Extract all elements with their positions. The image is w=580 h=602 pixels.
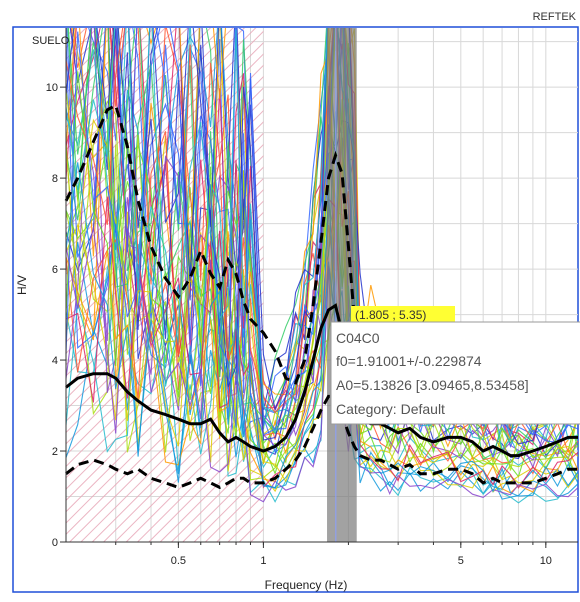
y-axis-label: H/V [15,275,29,295]
window-curve [65,28,578,446]
cursor-readout: (1.805 ; 5.35) [351,306,455,323]
tooltip-category: Category: Default [336,401,445,417]
tooltip-a0: A0=5.13826 [3.09465,8.53458] [336,377,529,393]
tooltip-f0: f0=1.91001+/-0.229874 [336,353,482,369]
tooltip-name: C04C0 [336,330,380,346]
y-tick-label: 6 [52,264,58,276]
y-tick-label: 4 [52,355,58,367]
curve-tooltip: C04C0 f0=1.91001+/-0.229874 A0=5.13826 [… [330,321,580,425]
x-axis-label: Frequency (Hz) [265,578,348,592]
x-tick-label: 10 [540,555,552,567]
window-curve [65,28,578,484]
f0-band [327,28,357,542]
mean-curve [65,303,578,458]
x-tick-label: 0.5 [171,555,186,567]
corner-label: REFTEK [533,11,577,23]
station-label: SUELO [32,35,70,47]
lower-std-curve [65,394,578,490]
x-tick-label: 5 [458,555,464,567]
y-tick-label: 8 [52,173,58,185]
y-tick-label: 10 [46,82,58,94]
y-tick-label: 0 [52,537,58,549]
upper-std-curve [64,103,578,421]
cursor-readout-text: (1.805 ; 5.35) [355,308,426,322]
x-tick-label: 1 [260,555,266,567]
y-tick-label: 2 [52,446,58,458]
